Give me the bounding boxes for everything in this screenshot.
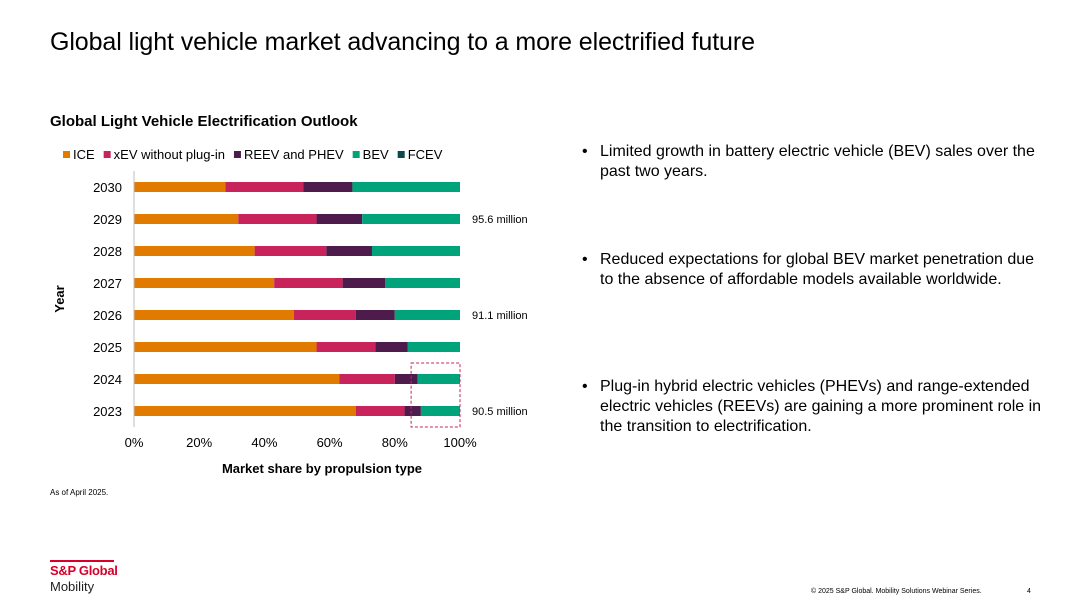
bar-ice-2024	[134, 374, 340, 384]
legend-swatch-bev	[352, 151, 360, 158]
bar-ice-2030	[134, 182, 226, 192]
bar-xev-without-plug-in-2027	[274, 278, 343, 288]
bar-xev-without-plug-in-2025	[316, 342, 376, 352]
data-label-total: 91.1 million	[472, 310, 528, 322]
y-axis-title: Year	[52, 285, 67, 312]
bar-ice-2026	[134, 310, 294, 320]
y-tick-label: 2029	[93, 212, 122, 227]
bullet-item: • Limited growth in battery electric veh…	[582, 142, 1042, 182]
legend-label-reev-and-phev: REEV and PHEV	[244, 147, 344, 162]
stacked-bar-chart: ICE xEV without plug-in REEV and PHEV BEV FC…	[52, 147, 528, 476]
bar-bev-2025	[407, 342, 460, 352]
y-tick-label: 2025	[93, 340, 122, 355]
y-tick-label: 2024	[93, 372, 122, 387]
y-tick-label: 2027	[93, 276, 122, 291]
logo-sub: Mobility	[50, 579, 95, 594]
bar-bev-2023	[420, 406, 460, 416]
legend-swatch-xev-without-plug-in	[103, 151, 111, 158]
bar-reev-and-phev-2023	[404, 406, 421, 416]
bar-ice-2029	[134, 214, 239, 224]
legend-label-xev-without-plug-in: xEV without plug-in	[114, 147, 225, 162]
bullet-marker: •	[582, 143, 588, 160]
footnote: As of April 2025.	[50, 488, 109, 497]
legend-label-ice: ICE	[73, 147, 95, 162]
bullet-item: • Reduced expectations for global BEV ma…	[582, 250, 1042, 290]
y-tick-label: 2023	[93, 404, 122, 419]
logo-bar	[50, 560, 114, 562]
x-tick-label: 80%	[382, 435, 408, 450]
bullet-text: Reduced expectations for global BEV mark…	[600, 251, 1035, 288]
bar-bev-2027	[385, 278, 460, 288]
logo-brand: S&P Global	[50, 563, 118, 578]
copyright: © 2025 S&P Global. Mobility Solutions We…	[811, 588, 982, 595]
bar-reev-and-phev-2024	[394, 374, 418, 384]
x-tick-label: 40%	[251, 435, 277, 450]
bar-reev-and-phev-2029	[316, 214, 363, 224]
bullet-text: Limited growth in battery electric vehic…	[600, 143, 1035, 180]
y-tick-label: 2026	[93, 308, 122, 323]
bar-xev-without-plug-in-2029	[238, 214, 317, 224]
bar-ice-2023	[134, 406, 356, 416]
bullet-text: Plug-in hybrid electric vehicles (PHEVs)…	[600, 378, 1042, 435]
bar-bev-2028	[371, 246, 460, 256]
y-tick-label: 2028	[93, 244, 122, 259]
bar-xev-without-plug-in-2030	[225, 182, 304, 192]
data-label-total: 95.6 million	[472, 214, 528, 226]
bar-reev-and-phev-2026	[355, 310, 395, 320]
bullet-marker: •	[582, 378, 588, 395]
bar-bev-2029	[362, 214, 460, 224]
data-label-total: 90.5 million	[472, 406, 528, 418]
bar-ice-2027	[134, 278, 275, 288]
bar-reev-and-phev-2027	[342, 278, 386, 288]
bar-reev-and-phev-2028	[326, 246, 372, 256]
y-tick-label: 2030	[93, 180, 122, 195]
bar-xev-without-plug-in-2023	[355, 406, 405, 416]
bullet-item: • Plug-in hybrid electric vehicles (PHEV…	[582, 377, 1042, 437]
bar-reev-and-phev-2030	[303, 182, 353, 192]
legend-swatch-reev-and-phev	[233, 151, 241, 158]
legend-label-fcev: FCEV	[408, 147, 443, 162]
x-tick-label: 100%	[443, 435, 477, 450]
slide-title: Global light vehicle market advancing to…	[50, 28, 755, 56]
legend-swatch-ice	[63, 151, 70, 158]
highlight-box	[410, 362, 461, 428]
page-number: 4	[1027, 588, 1031, 595]
bar-bev-2026	[394, 310, 460, 320]
chart-title: Global Light Vehicle Electrification Out…	[50, 113, 358, 130]
x-tick-label: 20%	[186, 435, 212, 450]
x-axis-title: Market share by propulsion type	[222, 461, 422, 476]
legend-swatch-fcev	[397, 151, 405, 158]
bar-bev-2024	[417, 374, 460, 384]
bullet-marker: •	[582, 251, 588, 268]
x-tick-label: 0%	[125, 435, 144, 450]
bar-xev-without-plug-in-2024	[339, 374, 395, 384]
bar-xev-without-plug-in-2026	[293, 310, 356, 320]
company-logo: S&P Global Mobility	[50, 560, 118, 594]
bar-ice-2025	[134, 342, 317, 352]
x-tick-label: 60%	[317, 435, 343, 450]
bar-reev-and-phev-2025	[375, 342, 408, 352]
legend-label-bev: BEV	[363, 147, 389, 162]
bar-ice-2028	[134, 246, 255, 256]
bar-bev-2030	[352, 182, 460, 192]
bar-xev-without-plug-in-2028	[254, 246, 327, 256]
